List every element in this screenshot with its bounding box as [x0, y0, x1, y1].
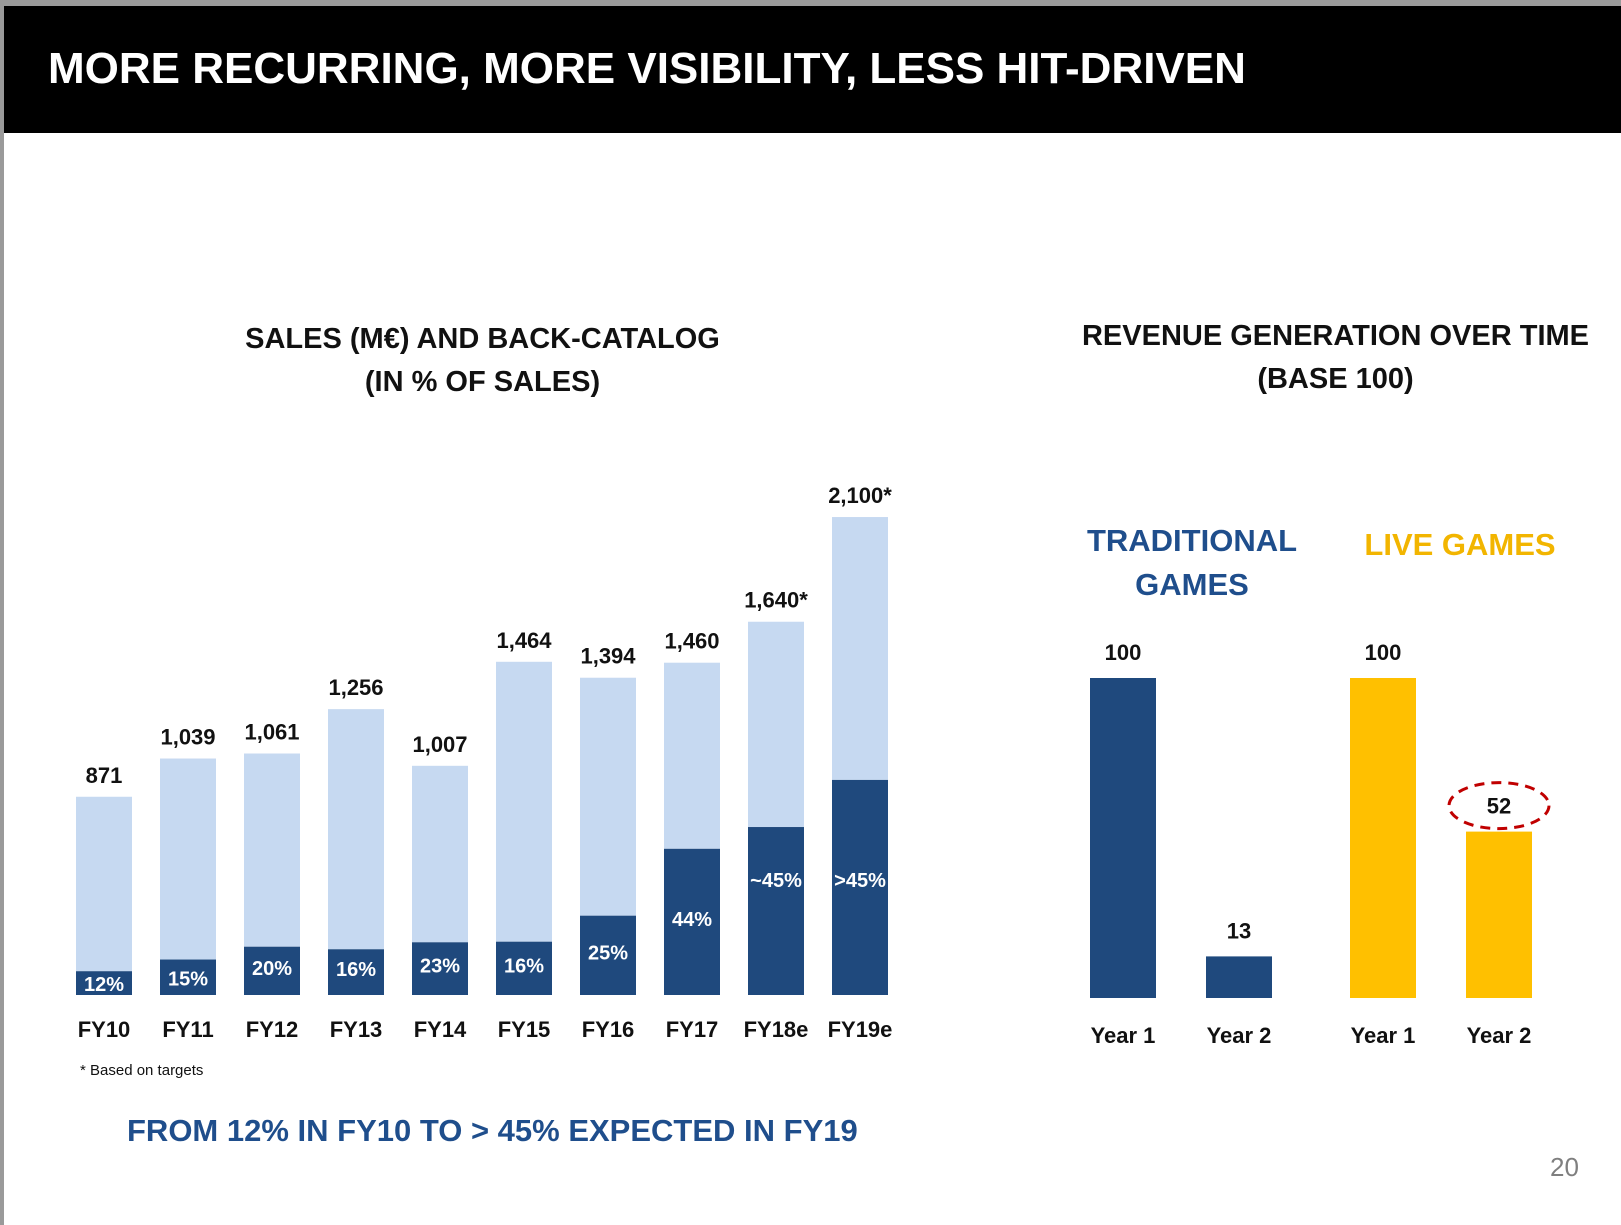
sales-back-catalog-label: 44% [672, 909, 712, 931]
sales-back-catalog-label: 25% [588, 942, 628, 964]
revenue-value-label: 100 [1365, 640, 1402, 665]
sales-bar-back-catalog [412, 942, 468, 995]
sales-bar-back-catalog [832, 779, 888, 995]
sales-category-label: FY19e [828, 1017, 893, 1042]
sales-bar-back-catalog [244, 946, 300, 995]
sales-total-label: 1,007 [412, 732, 467, 757]
revenue-value-label: 52 [1487, 794, 1511, 819]
sales-bar-back-catalog [328, 949, 384, 995]
sales-bar-back-catalog [748, 827, 804, 995]
footnote: * Based on targets [80, 1062, 204, 1079]
sales-category-label: FY18e [744, 1017, 809, 1042]
sales-total-label: 1,061 [244, 720, 299, 745]
slide-title: MORE RECURRING, MORE VISIBILITY, LESS HI… [48, 44, 1246, 93]
top-rule [0, 0, 1621, 6]
revenue-value-label: 13 [1227, 918, 1251, 943]
revenue-bar [1466, 831, 1532, 998]
revenue-category-label: Year 1 [1091, 1023, 1156, 1048]
sales-category-label: FY17 [666, 1017, 719, 1042]
sales-back-catalog-label: 20% [252, 958, 292, 980]
sales-bar-total [580, 677, 636, 916]
sales-total-label: 871 [86, 763, 123, 788]
sales-total-label: 2,100* [828, 483, 892, 508]
sales-bar-back-catalog [664, 848, 720, 995]
sales-category-label: FY10 [78, 1017, 131, 1042]
revenue-chart-title: REVENUE GENERATION OVER TIME (BASE 100) [1081, 320, 1590, 395]
revenue-bar [1206, 956, 1272, 998]
sales-category-label: FY11 [162, 1017, 213, 1042]
sales-category-label: FY14 [414, 1017, 467, 1042]
revenue-bar [1350, 678, 1416, 998]
sales-bar-back-catalog [496, 941, 552, 995]
sales-back-catalog-label: ~45% [750, 870, 802, 892]
sales-back-catalog-label: 16% [504, 955, 544, 977]
revenue-value-label: 100 [1105, 640, 1142, 665]
sales-bar-total [244, 753, 300, 947]
sales-bar-total [328, 709, 384, 950]
sales-category-label: FY15 [498, 1017, 551, 1042]
sales-bar-total [832, 517, 888, 780]
sales-bar-total [160, 758, 216, 960]
left-border [0, 0, 4, 1225]
revenue-category-label: Year 2 [1467, 1023, 1532, 1048]
sales-total-label: 1,464 [496, 628, 552, 653]
sales-bar-total [748, 621, 804, 828]
sales-back-catalog-label: 12% [84, 974, 124, 996]
sales-bar-total [76, 796, 132, 972]
sales-bar-back-catalog [580, 915, 636, 995]
sales-bar-total [412, 765, 468, 943]
live-games-label: LIVE GAMES [1364, 527, 1555, 562]
sales-back-catalog-label: 15% [168, 968, 208, 990]
sales-total-label: 1,256 [328, 675, 383, 700]
sales-back-catalog-label: 16% [336, 959, 376, 981]
traditional-games-label: GAMES [1135, 567, 1249, 602]
sales-total-label: 1,039 [160, 725, 215, 750]
sales-chart-title: SALES (M€) AND BACK-CATALOG (IN % OF SAL… [245, 323, 720, 398]
sales-back-catalog-label: 23% [420, 956, 460, 978]
sales-total-label: 1,640* [744, 588, 808, 613]
sales-category-label: FY12 [246, 1017, 299, 1042]
conclusion-text: FROM 12% IN FY10 TO > 45% EXPECTED IN FY… [127, 1113, 858, 1148]
revenue-category-label: Year 1 [1351, 1023, 1416, 1048]
sales-total-label: 1,394 [580, 644, 636, 669]
traditional-games-label: TRADITIONAL [1087, 523, 1297, 558]
slide-header: MORE RECURRING, MORE VISIBILITY, LESS HI… [4, 6, 1621, 133]
sales-bar-total [664, 662, 720, 849]
sales-total-label: 1,460 [664, 629, 719, 654]
page-number: 20 [1550, 1152, 1579, 1182]
sales-bar-total [496, 661, 552, 942]
revenue-bar [1090, 678, 1156, 998]
highlight-dashed-circle [1447, 781, 1551, 831]
sales-bar-back-catalog [160, 959, 216, 995]
revenue-category-label: Year 2 [1207, 1023, 1272, 1048]
sales-category-label: FY13 [330, 1017, 383, 1042]
sales-bar-back-catalog [76, 971, 132, 995]
sales-category-label: FY16 [582, 1017, 635, 1042]
sales-back-catalog-label: >45% [834, 870, 886, 892]
